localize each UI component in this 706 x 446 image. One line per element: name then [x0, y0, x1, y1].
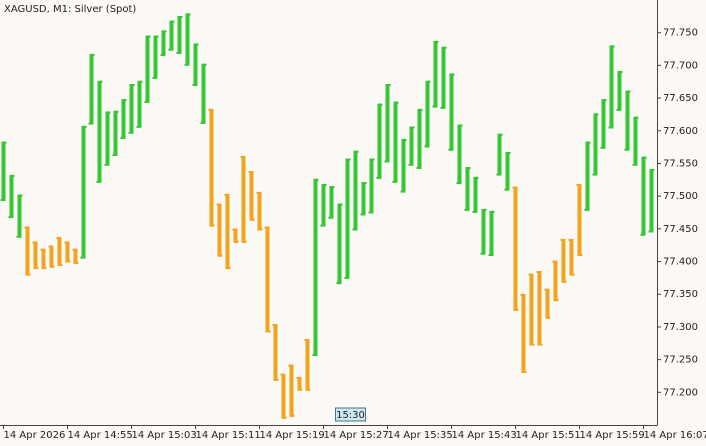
y-tick-label: 77.400 [663, 257, 698, 268]
y-tick-label: 77.750 [663, 28, 698, 39]
y-tick-label: 77.700 [663, 60, 698, 71]
x-tick-label: 14 Apr 14:55 [68, 430, 133, 441]
y-tick-label: 77.250 [663, 355, 698, 366]
x-tick-label: 14 Apr 15:03 [132, 430, 197, 441]
y-tick-label: 77.350 [663, 289, 698, 300]
y-tick-label: 77.650 [663, 93, 698, 104]
x-tick-label: 14 Apr 15:11 [196, 430, 261, 441]
chart-title: XAGUSD, M1: Silver (Spot) [4, 4, 136, 15]
y-tick-label: 77.600 [663, 126, 698, 137]
y-tick-label: 77.450 [663, 224, 698, 235]
x-tick-label: 14 Apr 15:35 [388, 430, 453, 441]
x-tick-label: 14 Apr 15:43 [452, 430, 517, 441]
y-tick-label: 77.500 [663, 191, 698, 202]
y-tick-label: 77.300 [663, 322, 698, 333]
crosshair-box [335, 407, 366, 422]
x-tick-label: 14 Apr 15:59 [580, 430, 645, 441]
x-tick-label: 14 Apr 16:07 [644, 430, 706, 441]
x-tick-label: 14 Apr 15:51 [516, 430, 581, 441]
x-tick-label: 14 Apr 15:27 [324, 430, 389, 441]
crosshair-label: 15:30 [336, 410, 365, 421]
y-tick-label: 77.550 [663, 158, 698, 169]
y-tick-label: 77.200 [663, 387, 698, 398]
x-tick-label: 14 Apr 15:19 [260, 430, 325, 441]
x-tick-label: 14 Apr 2026 [4, 430, 66, 441]
